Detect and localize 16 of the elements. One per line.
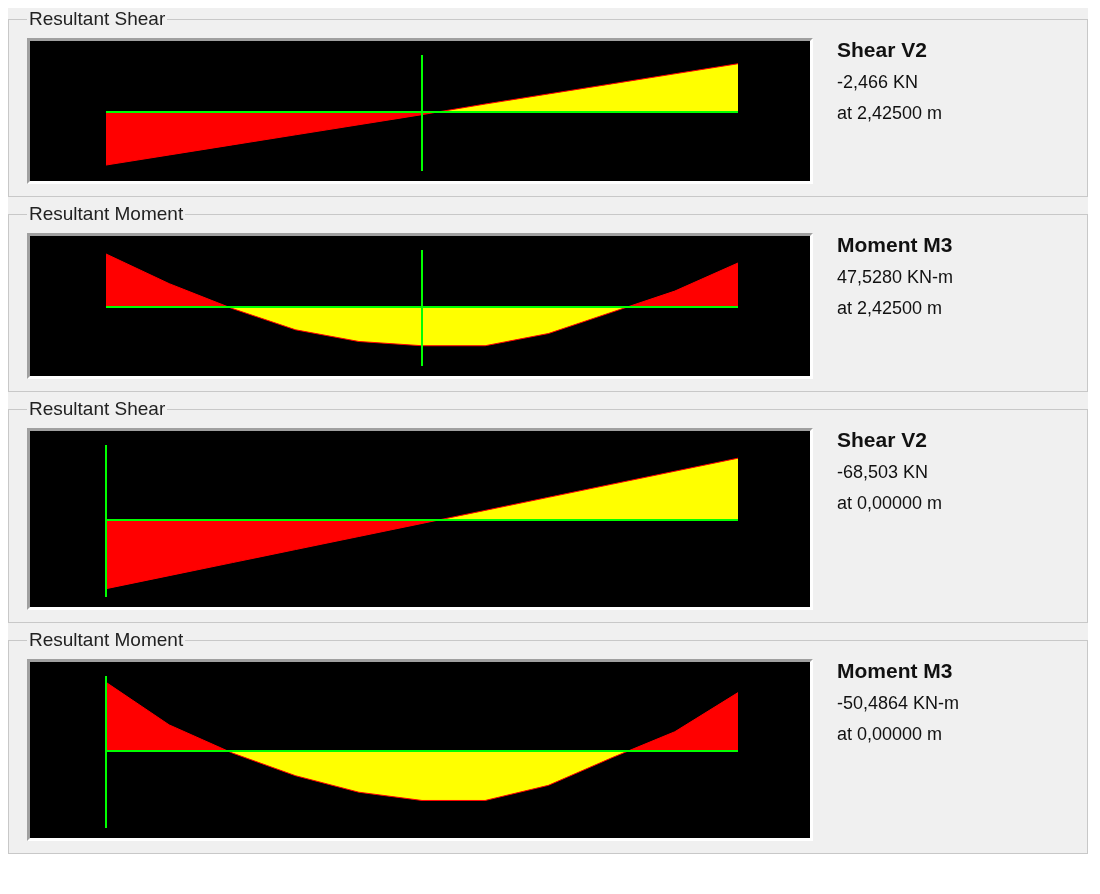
chart-title: Resultant Moment xyxy=(28,203,185,225)
chart-title: Resultant Shear xyxy=(28,398,167,420)
text: -2,466 KN xyxy=(837,72,920,93)
chart-title: Resultant Shear xyxy=(28,8,167,30)
text: at 2,42500 m xyxy=(837,298,944,319)
text: -68,503 KN xyxy=(837,462,930,483)
text: 47,5280 KN-m xyxy=(837,267,954,288)
text: -50,4864 KN-m xyxy=(837,693,960,714)
text: at 0,00000 m xyxy=(837,493,943,514)
text: Shear V2 xyxy=(837,38,928,62)
text: Moment M3 xyxy=(837,233,954,257)
text: at 0,00000 m xyxy=(837,724,944,745)
text: Shear V2 xyxy=(837,428,928,452)
text: at 2,42500 m xyxy=(837,103,943,124)
text: Moment M3 xyxy=(837,659,954,683)
chart-title: Resultant Moment xyxy=(28,629,185,651)
